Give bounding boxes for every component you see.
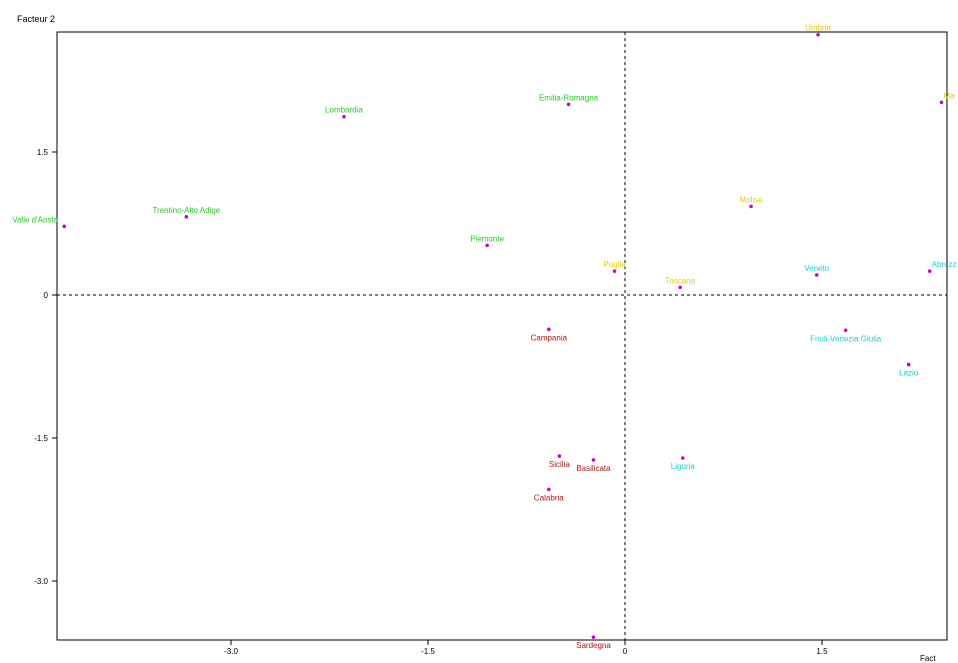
data-point xyxy=(591,635,596,640)
data-point xyxy=(591,458,596,462)
plot-frame xyxy=(56,31,948,641)
point-label: Ma xyxy=(944,91,956,100)
point-label: Molise xyxy=(740,195,764,204)
data-point xyxy=(814,273,819,277)
x-tick-label: 1.5 xyxy=(816,647,828,656)
point-label: Sardegna xyxy=(576,641,611,650)
point-label: Trentino-Alto Adige xyxy=(152,206,220,215)
point-label: Lombardia xyxy=(325,106,363,115)
point-label: Umbria xyxy=(805,24,831,33)
data-point xyxy=(680,456,685,460)
data-point xyxy=(547,487,551,492)
data-point xyxy=(184,215,189,219)
point-label: Puglia xyxy=(603,260,626,269)
y-axis-title: Facteur 2 xyxy=(17,14,56,24)
data-point xyxy=(749,204,753,209)
point-label: Valle d'Aosta xyxy=(12,215,58,224)
y-axis-ticks: 1.5 0 -1.5 -3.0 xyxy=(34,148,57,586)
point-label: Basilicata xyxy=(576,464,611,473)
point-label: Emilia-Romagna xyxy=(539,93,599,102)
data-points xyxy=(62,32,944,640)
point-label: Lazio xyxy=(899,369,919,378)
data-point xyxy=(678,285,682,290)
data-point xyxy=(342,114,346,119)
point-label: Liguria xyxy=(671,462,696,471)
point-label: Calabria xyxy=(534,493,564,502)
point-labels: Valle d'Aosta Trentino-Alto Adige Lombardi… xyxy=(12,24,956,650)
y-tick-label: -3.0 xyxy=(34,577,48,586)
y-tick-label: 0 xyxy=(44,291,49,300)
data-point xyxy=(547,327,551,332)
data-point xyxy=(566,102,571,107)
x-axis-title: Fact xyxy=(920,654,936,663)
data-point xyxy=(843,328,848,333)
data-point xyxy=(612,269,617,273)
x-tick-label: -1.5 xyxy=(421,647,435,656)
point-label: Abruzz xyxy=(932,260,957,269)
point-label: Piemonte xyxy=(470,234,504,243)
data-point xyxy=(939,100,944,105)
point-label: Veneto xyxy=(804,264,829,273)
y-tick-label: 1.5 xyxy=(37,148,49,157)
point-label: Toscana xyxy=(665,276,695,285)
data-point xyxy=(485,243,489,248)
x-axis-ticks: -3.0 -1.5 0 1.5 xyxy=(224,640,828,656)
data-point xyxy=(62,224,67,229)
x-tick-label: -3.0 xyxy=(224,647,238,656)
point-label: Campania xyxy=(531,333,568,342)
point-label: Sicilia xyxy=(549,460,570,469)
point-label: Friuli-Venezia Giulia xyxy=(810,334,882,343)
data-point xyxy=(927,269,932,273)
y-tick-label: -1.5 xyxy=(34,434,48,443)
data-point xyxy=(906,362,911,367)
data-point xyxy=(557,454,562,458)
data-point xyxy=(816,32,820,37)
x-tick-label: 0 xyxy=(623,647,628,656)
